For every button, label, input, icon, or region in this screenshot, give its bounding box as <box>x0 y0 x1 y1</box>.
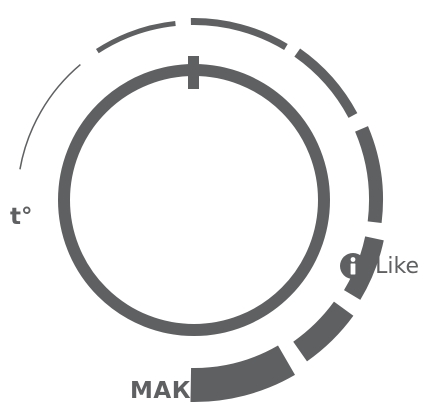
temperature-label: t° <box>10 204 33 230</box>
dial-knob-ring[interactable] <box>58 64 330 336</box>
scale-segment-8 <box>190 345 295 403</box>
info-icon <box>340 253 366 279</box>
scale-segment-3 <box>190 18 288 50</box>
ilike-label: iLike <box>369 253 419 279</box>
ilike-mode[interactable]: iLike <box>339 251 419 281</box>
dial-pointer <box>188 56 199 89</box>
scale-segment-5 <box>355 126 383 224</box>
scale-segment-7 <box>293 301 354 362</box>
max-label: МАКС. <box>130 378 218 404</box>
scale-segment-2 <box>95 20 176 54</box>
scale-segment-4 <box>294 48 358 118</box>
